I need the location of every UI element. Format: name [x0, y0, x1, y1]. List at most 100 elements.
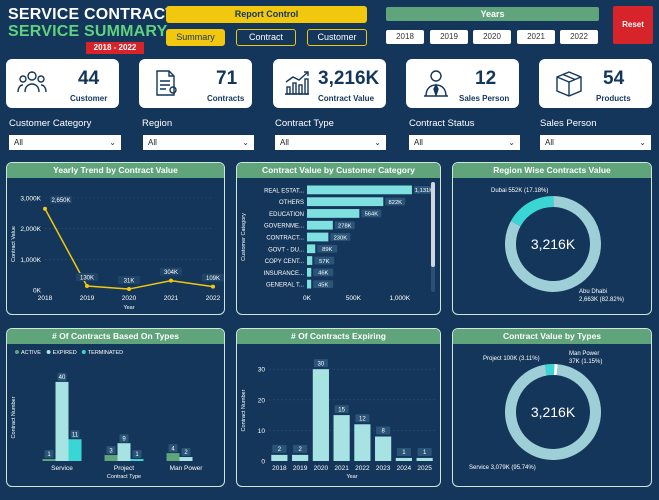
category-label: COPY CENT...: [265, 259, 305, 265]
data-label: 1: [423, 450, 427, 456]
y-tick-label: 1,000K: [20, 257, 41, 264]
donut-center-label: 3,216K: [531, 236, 576, 252]
bar: [312, 369, 329, 461]
year-chip-2018[interactable]: 2018: [386, 30, 424, 44]
category-label: Service: [51, 465, 73, 472]
bar: [333, 415, 350, 461]
bar: [179, 457, 193, 461]
y-tick-label: 2,000K: [20, 226, 41, 233]
filter-contract-type-value: All: [280, 138, 289, 147]
filter-customer-category-dropdown[interactable]: All ⌄: [9, 135, 121, 150]
data-label: 45K: [318, 282, 328, 288]
data-label: 31K: [124, 279, 135, 285]
x-tick-label: 2018: [272, 465, 287, 472]
x-tick-label: 2020: [314, 465, 329, 472]
bar: [55, 381, 69, 461]
x-axis-label: Contract Type: [107, 474, 141, 480]
chevron-down-icon: ⌄: [508, 138, 515, 147]
data-label: 1: [135, 452, 139, 458]
data-label: 230K: [334, 235, 348, 241]
filter-contract-status-value: All: [414, 138, 423, 147]
y-axis-label: Customer Category: [241, 213, 247, 261]
data-label: 1: [47, 452, 51, 458]
contracts-by-type-chart: ACTIVE EXPIRED TERMINATED 1 40 11 Service 3 9 1 Pr…: [11, 350, 203, 480]
contracts-by-type-title: # Of Contracts Based On Types: [7, 329, 224, 344]
data-label-bg: [70, 430, 80, 439]
data-point: [127, 287, 131, 292]
trend-chart-icon: [285, 71, 309, 95]
data-label: 2: [298, 447, 302, 453]
legend-label: TERMINATED: [88, 350, 123, 356]
year-chip-2022[interactable]: 2022: [560, 30, 598, 44]
kpi-sales-person-label: Sales Person: [459, 94, 510, 103]
data-label: 8: [381, 429, 385, 435]
filter-contract-type-dropdown[interactable]: All ⌄: [275, 135, 386, 150]
data-label: 11: [72, 432, 79, 438]
x-tick-label: 2025: [417, 465, 432, 472]
customer-button[interactable]: Customer: [307, 29, 367, 46]
x-tick-label: 1,000K: [389, 295, 410, 302]
data-label: 304K: [164, 270, 178, 276]
x-tick-label: 2021: [164, 295, 179, 302]
data-label: 46K: [318, 271, 328, 277]
contract-button[interactable]: Contract: [236, 29, 296, 46]
year-chip-2021[interactable]: 2021: [517, 30, 555, 44]
summary-button[interactable]: Summary: [166, 29, 225, 46]
x-tick-label: 0K: [303, 295, 312, 302]
data-label: 2,650K: [51, 198, 70, 204]
y-axis-label: Contract Value: [11, 226, 17, 262]
kpi-contracts-value: 71: [216, 68, 238, 89]
slice-label: Dubai 552K (17.18%): [491, 188, 548, 194]
kpi-sales-person-card: 12 Sales Person: [406, 59, 519, 108]
legend-marker: [46, 350, 51, 354]
contract-document-icon: [156, 70, 177, 96]
salesperson-icon: [424, 70, 448, 98]
data-label-bg: [160, 267, 182, 276]
data-label-bg: [413, 186, 434, 194]
filter-region-value: All: [148, 138, 157, 147]
x-tick-label: 2019: [293, 465, 308, 472]
donut-slice: [544, 364, 555, 376]
data-label-bg: [313, 280, 334, 288]
filter-contract-status-dropdown[interactable]: All ⌄: [409, 135, 520, 150]
category-value-chart: REAL ESTAT... 1,131K OTHERS 822K EDUCATION 56…: [241, 182, 435, 302]
bar: [307, 244, 316, 254]
data-label-bg: [355, 414, 370, 423]
data-label-bg: [417, 447, 432, 456]
donut-center-label: 3,216K: [531, 404, 576, 420]
filter-sales-person-dropdown[interactable]: All ⌄: [540, 135, 651, 150]
bar: [104, 455, 118, 461]
bar: [395, 457, 412, 461]
x-axis-label: Year: [123, 305, 134, 311]
data-label-bg: [313, 268, 334, 277]
data-label-bg: [132, 450, 142, 459]
region-donut-chart: 3,216K Dubai 552K (17.18%) Abu Dhabi 2,663K…: [491, 188, 624, 303]
data-label: 1: [402, 450, 406, 456]
types-donut-panel: Contract Value by Types 3,216K Service 3,…: [452, 328, 652, 487]
category-label: Project: [114, 465, 134, 472]
y-axis-label: Contract Number: [11, 396, 17, 438]
filter-contract-type-label: Contract Type: [275, 118, 334, 129]
kpi-products-value: 54: [603, 68, 625, 89]
reset-button[interactable]: Reset: [613, 6, 653, 44]
bar: [166, 453, 180, 461]
x-tick-label: 2018: [38, 295, 53, 302]
bar: [307, 279, 312, 289]
kpi-customer-value: 44: [78, 68, 100, 89]
data-label: 822K: [389, 200, 403, 206]
filter-customer-category-value: All: [14, 138, 23, 147]
data-label: 12: [359, 416, 366, 422]
category-label: INSURANCE...: [264, 271, 305, 277]
kpi-contract-value-label: Contract Value: [318, 94, 375, 103]
data-label-bg: [376, 426, 391, 435]
contracts-expiring-title: # Of Contracts Expiring: [237, 329, 440, 344]
data-label: 40: [59, 375, 66, 381]
bar: [130, 459, 144, 461]
slice-label: Project 100K (3.11%): [483, 356, 540, 362]
year-chip-2020[interactable]: 2020: [473, 30, 511, 44]
types-donut-title: Contract Value by Types: [453, 329, 651, 344]
year-chip-2019[interactable]: 2019: [430, 30, 468, 44]
kpi-customer-label: Customer: [70, 94, 108, 103]
filter-region-dropdown[interactable]: All ⌄: [143, 135, 254, 150]
bar: [416, 457, 433, 461]
